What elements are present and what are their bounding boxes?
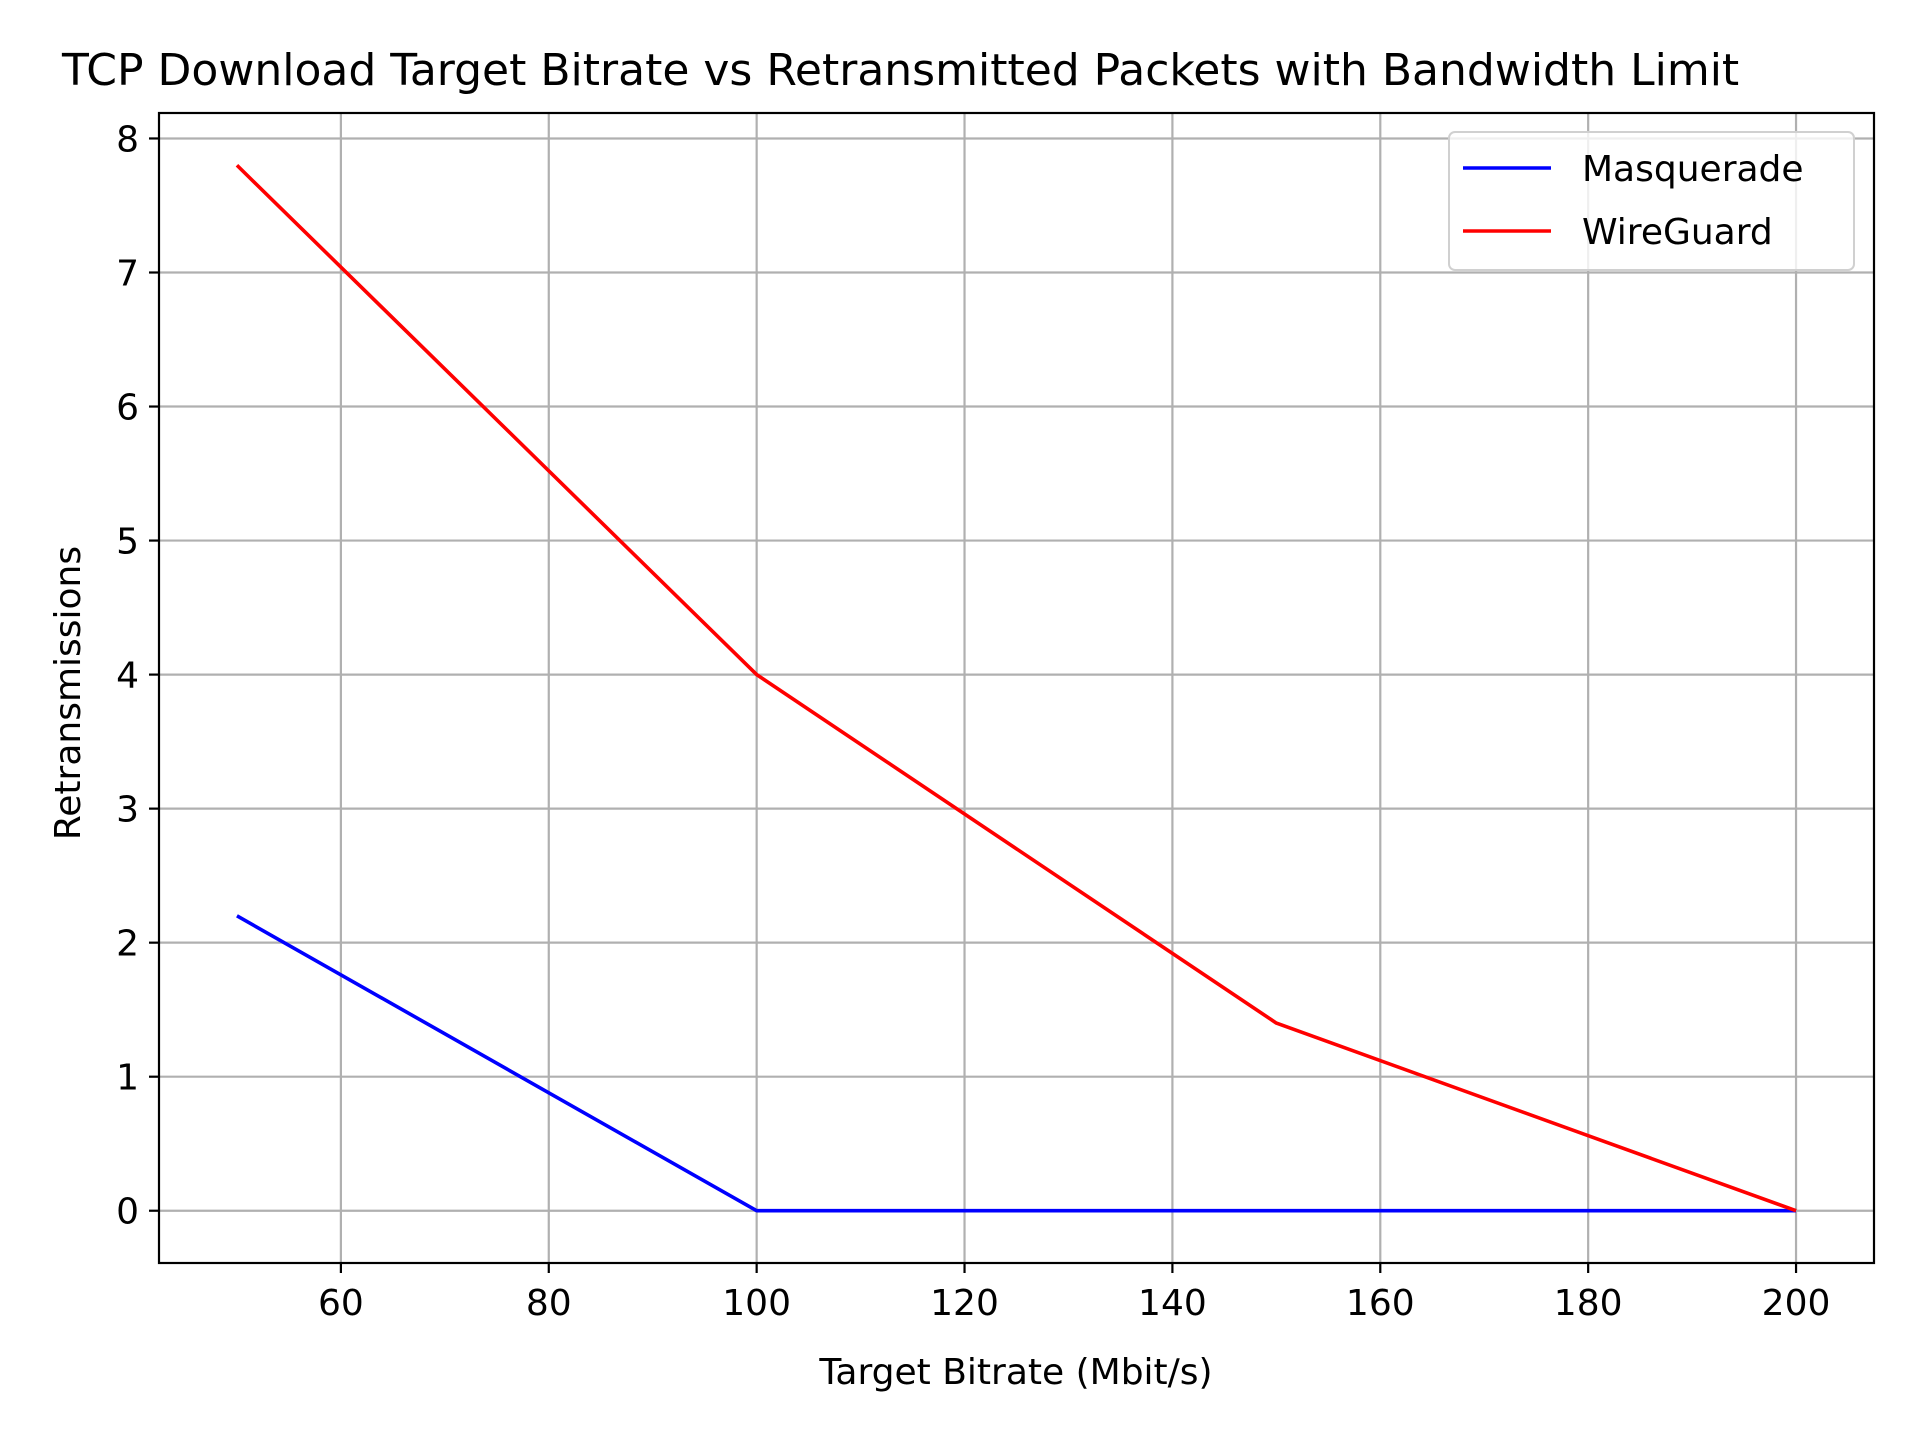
legend-label-wireguard: WireGuard bbox=[1582, 212, 1773, 253]
plot-area bbox=[157, 111, 1876, 1265]
y-axis-label: Retransmissions bbox=[48, 546, 89, 840]
x-tick-label: 180 bbox=[1554, 1283, 1623, 1324]
y-axis-ticks: 0 1 2 3 4 5 6 7 8 bbox=[116, 119, 159, 1233]
legend-label-masquerade: Masquerade bbox=[1582, 149, 1804, 190]
legend: Masquerade WireGuard bbox=[1448, 131, 1855, 271]
chart-title: TCP Download Target Bitrate vs Retransmi… bbox=[61, 45, 1739, 96]
series-line-masquerade bbox=[236, 914, 1797, 1213]
y-tick-label: 7 bbox=[116, 253, 139, 294]
x-tick-label: 60 bbox=[318, 1283, 364, 1324]
x-axis-label: Target Bitrate (Mbit/s) bbox=[818, 1352, 1212, 1393]
x-axis-ticks: 60 80 100 120 140 160 180 200 bbox=[318, 1263, 1830, 1324]
y-tick-label: 4 bbox=[116, 656, 139, 697]
y-tick-label: 6 bbox=[116, 388, 139, 429]
x-tick-label: 140 bbox=[1138, 1283, 1207, 1324]
y-tick-label: 3 bbox=[116, 790, 139, 831]
x-tick-label: 200 bbox=[1762, 1283, 1831, 1324]
y-tick-label: 8 bbox=[116, 119, 139, 160]
x-tick-label: 120 bbox=[930, 1283, 999, 1324]
y-tick-label: 2 bbox=[116, 924, 139, 965]
y-tick-label: 1 bbox=[116, 1058, 139, 1099]
x-tick-label: 160 bbox=[1346, 1283, 1415, 1324]
series-lines bbox=[235, 163, 1797, 1213]
grid bbox=[159, 113, 1874, 1263]
y-tick-label: 0 bbox=[116, 1192, 139, 1233]
x-tick-label: 100 bbox=[722, 1283, 791, 1324]
x-tick-label: 80 bbox=[526, 1283, 572, 1324]
y-tick-label: 5 bbox=[116, 522, 139, 563]
series-line-wireguard bbox=[235, 163, 1797, 1213]
